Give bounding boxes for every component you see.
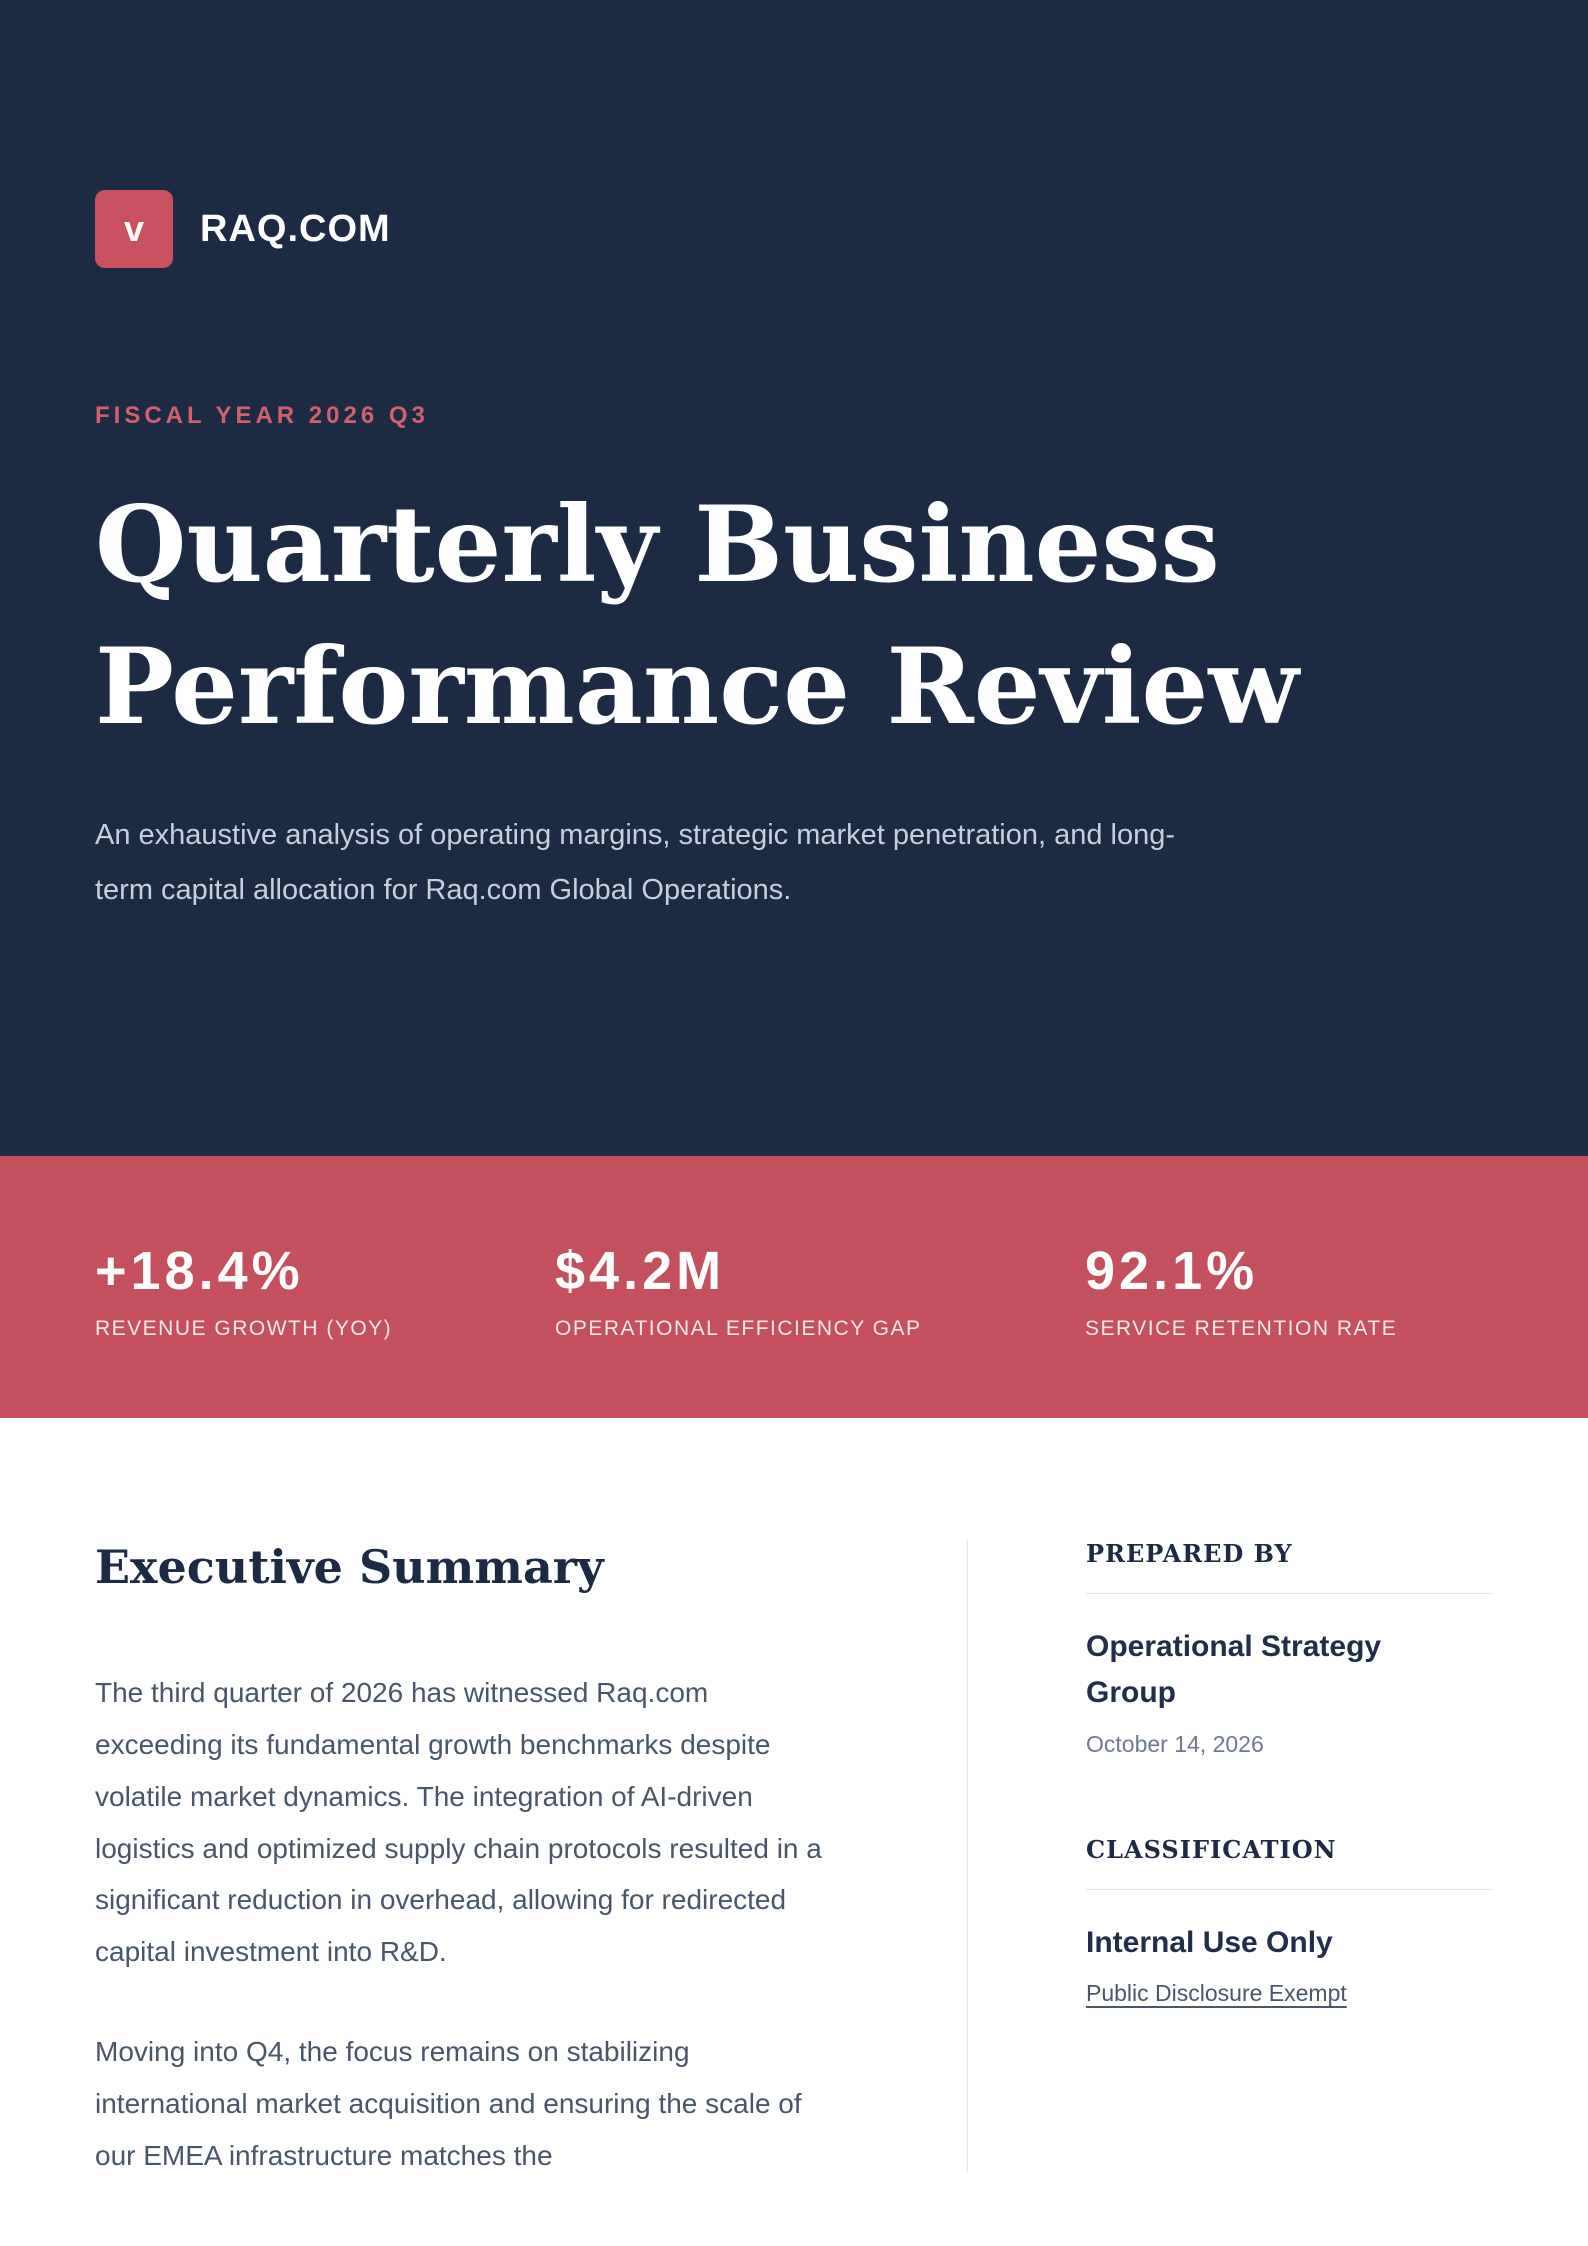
prepared-by-section: PREPARED BY Operational Strategy Group O… [1086, 1539, 1493, 1758]
kpi-label: OPERATIONAL EFFICIENCY GAP [555, 1317, 922, 1341]
executive-summary: Executive Summary The third quarter of 2… [95, 1540, 835, 2181]
classification-heading: CLASSIFICATION [1086, 1835, 1493, 1890]
report-title: Quarterly Business Performance Review [95, 482, 1299, 748]
prepared-by-date: October 14, 2026 [1086, 1730, 1264, 1757]
brand-name: RAQ.COM [200, 207, 391, 250]
brand-logo-letter: v [123, 208, 145, 249]
report-subtitle: An exhaustive analysis of operating marg… [95, 818, 1176, 907]
brand-logo: v [95, 190, 173, 268]
kpi-label: REVENUE GROWTH (YOY) [95, 1317, 393, 1341]
summary-paragraph: Moving into Q4, the focus remains on sta… [95, 2035, 802, 2171]
kpi-band: +18.4% REVENUE GROWTH (YOY) $4.2M OPERAT… [0, 1156, 1588, 1418]
meta-sidebar: PREPARED BY Operational Strategy Group O… [967, 1539, 1493, 2173]
classification-section: CLASSIFICATION Internal Use Only Public … [1086, 1835, 1493, 2007]
hero-section: v RAQ.COM FISCAL YEAR 2026 Q3 Quarterly … [0, 0, 1588, 1156]
summary-paragraph: The third quarter of 2026 has witnessed … [95, 1677, 822, 1968]
prepared-by-name: Operational Strategy Group [1086, 1629, 1382, 1710]
kpi-efficiency-gap: $4.2M OPERATIONAL EFFICIENCY GAP [555, 1241, 1085, 1418]
kpi-value: $4.2M [555, 1241, 726, 1301]
fiscal-period-eyebrow: FISCAL YEAR 2026 Q3 [95, 402, 429, 429]
kpi-retention-rate: 92.1% SERVICE RETENTION RATE [1085, 1241, 1398, 1418]
classification-level: Internal Use Only [1086, 1925, 1333, 1959]
brand: v RAQ.COM [95, 190, 1493, 268]
content-section: Executive Summary The third quarter of 2… [0, 1418, 1588, 2181]
kpi-revenue-growth: +18.4% REVENUE GROWTH (YOY) [95, 1241, 555, 1418]
kpi-value: +18.4% [95, 1241, 304, 1301]
public-disclosure-link[interactable]: Public Disclosure Exempt [1086, 1980, 1347, 2007]
kpi-label: SERVICE RETENTION RATE [1085, 1317, 1398, 1341]
prepared-by-heading: PREPARED BY [1086, 1539, 1493, 1594]
executive-summary-heading: Executive Summary [95, 1540, 604, 1594]
kpi-value: 92.1% [1085, 1241, 1259, 1301]
